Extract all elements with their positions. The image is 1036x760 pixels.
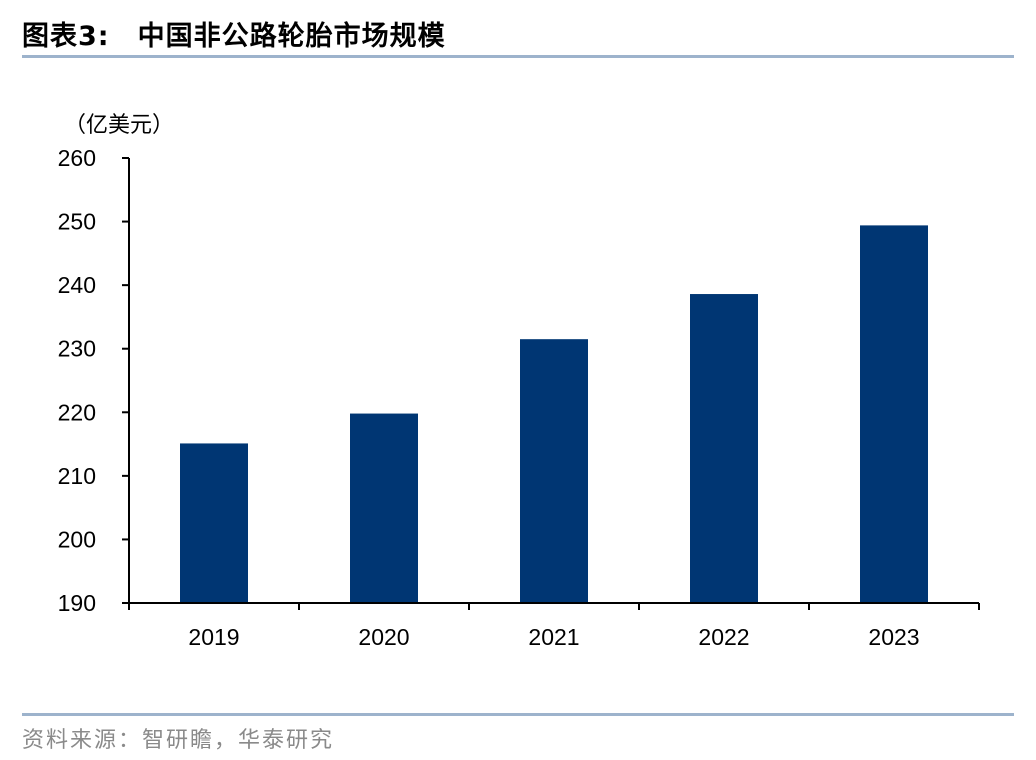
x-tick-label-2023: 2023	[868, 624, 919, 650]
y-tick-label-250: 250	[58, 209, 96, 235]
x-tick-label-2021: 2021	[528, 624, 579, 650]
y-axis-unit-label: （亿美元）	[64, 113, 175, 138]
bar-2019	[180, 443, 248, 603]
figure-label: 图表3:	[22, 21, 110, 52]
footer-divider	[22, 713, 1014, 716]
y-tick-label-200: 200	[58, 526, 96, 552]
bars-group	[180, 225, 928, 603]
y-tick-label-230: 230	[58, 336, 96, 362]
y-tick-label-220: 220	[58, 399, 96, 425]
y-tick-label-240: 240	[58, 272, 96, 298]
bar-2023	[860, 225, 928, 603]
y-tick-label-210: 210	[58, 463, 96, 489]
x-tick-label-2019: 2019	[188, 624, 239, 650]
bar-2021	[520, 339, 588, 603]
figure-title: 中国非公路轮胎市场规模	[137, 21, 446, 52]
x-tick-labels: 2019 2020 2021 2022 2023	[188, 624, 919, 650]
chart-title: 图表3: 中国非公路轮胎市场规模	[22, 14, 446, 53]
bar-2020	[350, 413, 418, 603]
bar-2022	[690, 294, 758, 603]
title-divider	[22, 55, 1014, 58]
x-tick-label-2022: 2022	[698, 624, 749, 650]
x-tick-label-2020: 2020	[358, 624, 409, 650]
y-tick-label-260: 260	[58, 145, 96, 171]
axes-group	[122, 157, 980, 610]
y-tick-label-190: 190	[58, 590, 96, 616]
source-note: 资料来源：智研瞻，华泰研究	[22, 728, 335, 753]
y-tick-labels: 190 200 210 220 230 240 250 260	[58, 145, 96, 616]
